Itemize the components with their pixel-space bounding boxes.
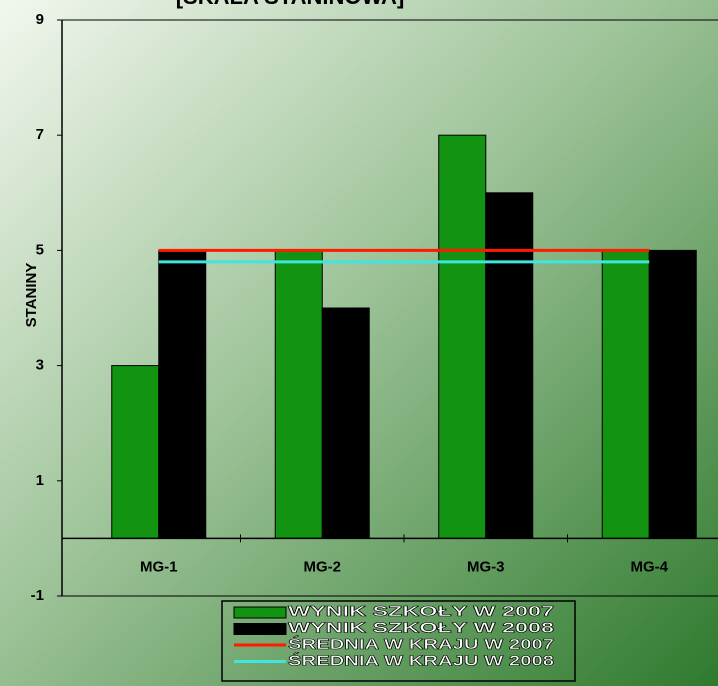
y-tick-label: 3 (36, 357, 44, 374)
bar (111, 365, 160, 539)
y-tick-label: 9 (36, 11, 44, 28)
bar (321, 307, 370, 539)
y-axis-label: STANINY (23, 263, 40, 328)
legend-swatch (233, 623, 287, 635)
legend-label: WYNIK SZKOŁY W 2008 (288, 619, 554, 636)
legend-label: WYNIK SZKOŁY W 2007 (288, 603, 554, 620)
y-tick-label: 1 (36, 472, 44, 489)
y-tick-label: -1 (31, 587, 44, 604)
x-tick-label: MG-1 (140, 558, 178, 575)
bar (485, 192, 534, 539)
legend-label: ŚREDNIA W KRAJU W 2008 (288, 651, 554, 669)
y-tick-label: 7 (36, 126, 44, 143)
bar (438, 134, 487, 539)
bar (274, 249, 323, 539)
x-tick-label: MG-2 (304, 558, 342, 575)
bar (601, 249, 650, 539)
y-tick-label: 5 (36, 241, 44, 258)
legend-swatch (233, 606, 287, 619)
bar (158, 249, 207, 539)
x-tick-label: MG-4 (631, 558, 669, 575)
legend-label: ŚREDNIA W KRAJU W 2007 (288, 635, 554, 653)
bar (648, 249, 697, 539)
chart-title: [SKALA STANINOWA] (176, 0, 405, 9)
x-tick-label: MG-3 (467, 558, 505, 575)
legend-box (221, 600, 576, 682)
